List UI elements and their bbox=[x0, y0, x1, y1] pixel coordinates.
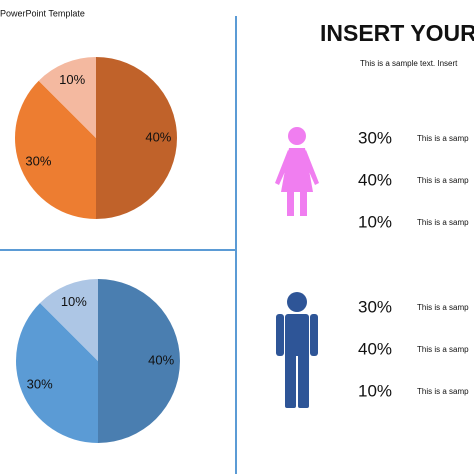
row-text: This is a samp bbox=[417, 387, 469, 396]
row-percent: 10% bbox=[358, 212, 392, 231]
row-percent: 30% bbox=[358, 128, 392, 147]
pie-slice bbox=[16, 303, 99, 443]
pie-slice bbox=[38, 57, 96, 138]
row-percent: 40% bbox=[358, 170, 392, 189]
slice-label: 30% bbox=[25, 153, 51, 168]
row-text: This is a samp bbox=[417, 303, 469, 312]
female-icon bbox=[275, 127, 319, 216]
template-label: PowerPoint Template bbox=[0, 8, 85, 18]
pie-slice bbox=[40, 279, 98, 361]
slice-label: 30% bbox=[27, 377, 53, 392]
heading: INSERT YOUR bbox=[320, 20, 474, 46]
pie-slice bbox=[96, 57, 177, 219]
row-text: This is a samp bbox=[417, 218, 469, 227]
male-icon bbox=[276, 292, 318, 408]
pie-slice bbox=[98, 279, 180, 443]
row-percent: 30% bbox=[358, 297, 392, 316]
row-percent: 40% bbox=[358, 339, 392, 358]
slice-label: 10% bbox=[59, 72, 85, 87]
slice-label: 40% bbox=[148, 352, 174, 367]
intro-text: This is a sample text. Insert bbox=[360, 59, 458, 68]
slice-label: 40% bbox=[145, 129, 171, 144]
pie-slice bbox=[14, 80, 96, 219]
row-text: This is a samp bbox=[417, 176, 469, 185]
row-percent: 10% bbox=[358, 381, 392, 400]
row-text: This is a samp bbox=[417, 134, 469, 143]
slice-label: 10% bbox=[61, 294, 87, 309]
row-text: This is a samp bbox=[417, 345, 469, 354]
